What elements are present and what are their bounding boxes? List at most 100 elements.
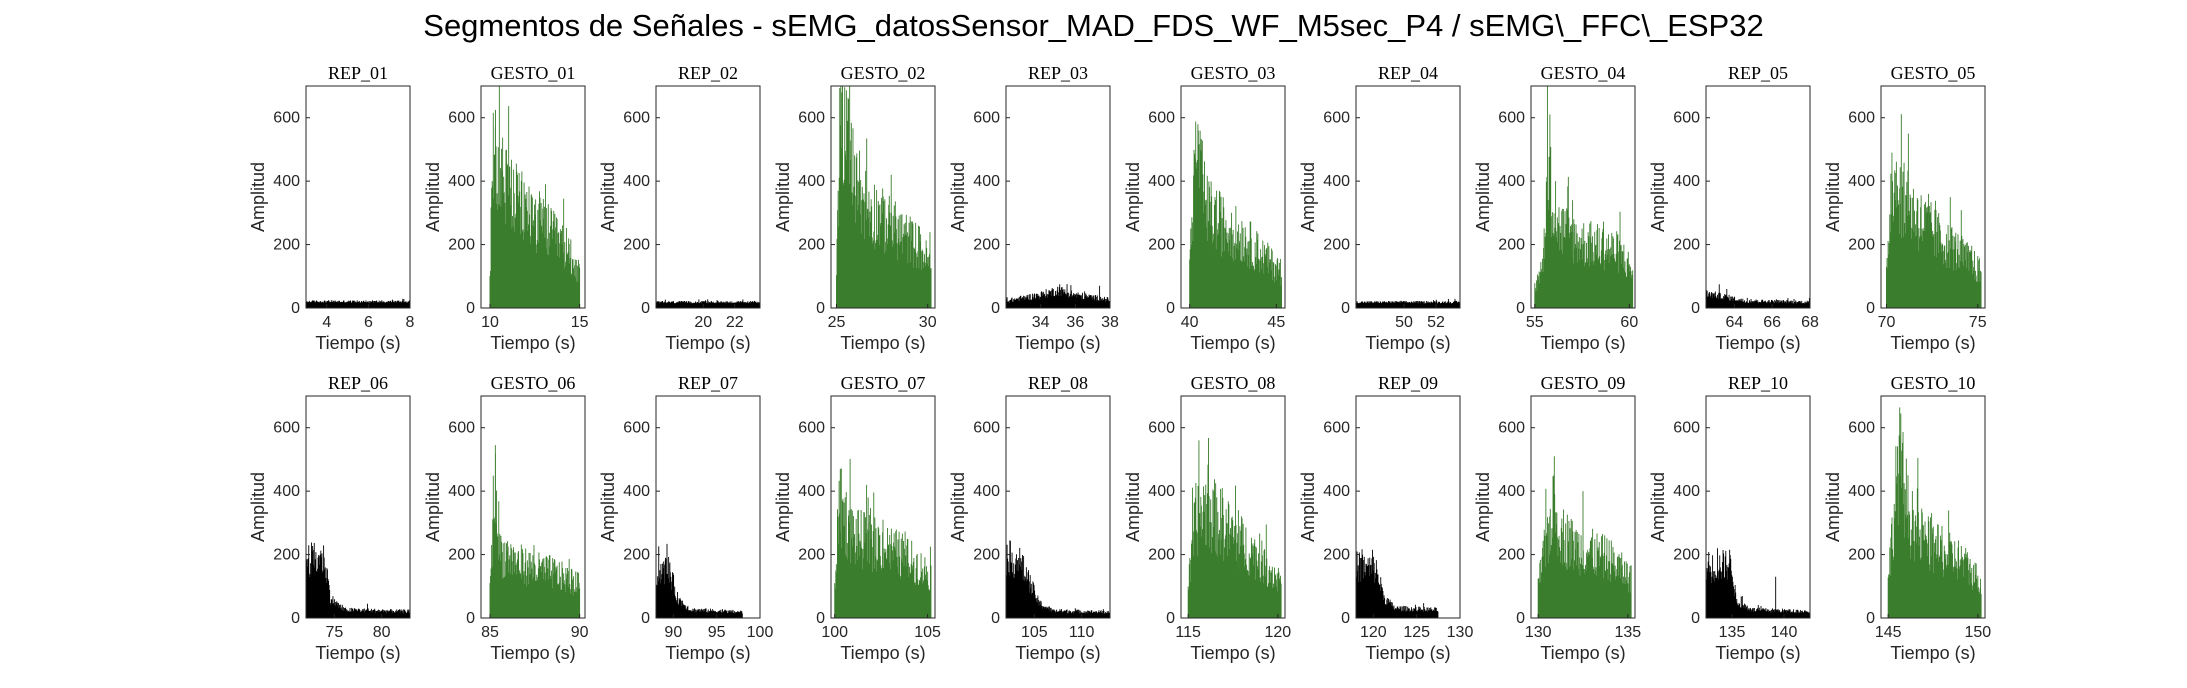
y-tick-label: 200 bbox=[623, 237, 650, 254]
subplot-gesto-03: 0 200 400 600 40 45 GESTO_03 Tiempo (s) Amplitud bbox=[1123, 63, 1286, 353]
x-axis-label: Tiempo (s) bbox=[1190, 333, 1275, 353]
panel-title: GESTO_04 bbox=[1541, 63, 1626, 83]
x-tick-label: 64 bbox=[1725, 314, 1743, 331]
axes-box bbox=[830, 85, 936, 309]
x-axis-label: Tiempo (s) bbox=[490, 643, 575, 663]
y-tick-label: 200 bbox=[798, 237, 825, 254]
x-tick-label: 15 bbox=[571, 314, 589, 331]
y-tick-label: 0 bbox=[1866, 610, 1875, 627]
y-axis-label: Amplitud bbox=[1823, 162, 1843, 232]
y-tick-label: 400 bbox=[973, 483, 1000, 500]
y-tick-label: 400 bbox=[623, 483, 650, 500]
x-tick-label: 135 bbox=[1614, 624, 1641, 641]
x-tick-label: 4 bbox=[322, 314, 331, 331]
subplot-gesto-01: 0 200 400 600 10 15 GESTO_01 Tiempo (s) Amplitud bbox=[423, 63, 589, 353]
axes-box bbox=[830, 395, 936, 619]
y-tick-label: 200 bbox=[1323, 547, 1350, 564]
axes-box bbox=[1705, 85, 1811, 309]
x-tick-label: 115 bbox=[1175, 624, 1201, 641]
x-axis-label: Tiempo (s) bbox=[315, 643, 400, 663]
signal-bars bbox=[1355, 549, 1439, 618]
y-tick-label: 0 bbox=[1866, 300, 1875, 317]
y-tick-label: 0 bbox=[1341, 610, 1350, 627]
subplot-rep-05: 0 200 400 600 64 66 68 REP_05 Tiempo (s) Amplitud bbox=[1648, 63, 1819, 353]
y-tick-label: 0 bbox=[466, 610, 475, 627]
y-tick-label: 0 bbox=[816, 300, 825, 317]
y-tick-label: 400 bbox=[1848, 173, 1875, 190]
y-tick-label: 0 bbox=[641, 300, 650, 317]
subplot-rep-09: 0 200 400 600 120 125 130 REP_09 Tiempo (s) Ampli… bbox=[1298, 373, 1473, 663]
y-tick-label: 600 bbox=[623, 110, 650, 127]
y-tick-label: 200 bbox=[1498, 237, 1525, 254]
y-axis-label: Amplitud bbox=[1123, 162, 1143, 232]
y-tick-label: 0 bbox=[1691, 300, 1700, 317]
subplot-gesto-05: 0 200 400 600 70 75 GESTO_05 Tiempo (s) Amplitud bbox=[1823, 63, 1987, 353]
subplot-rep-02: 0 200 400 600 20 22 REP_02 Tiempo (s) Amplitud bbox=[598, 63, 761, 353]
panel-title: REP_06 bbox=[328, 373, 388, 393]
y-tick-label: 200 bbox=[973, 237, 1000, 254]
x-tick-label: 60 bbox=[1620, 314, 1638, 331]
x-tick-label: 45 bbox=[1267, 314, 1285, 331]
y-tick-label: 600 bbox=[1323, 110, 1350, 127]
y-axis-label: Amplitud bbox=[948, 162, 968, 232]
y-tick-label: 0 bbox=[991, 300, 1000, 317]
x-tick-label: 25 bbox=[828, 314, 846, 331]
axes-box bbox=[1880, 395, 1986, 619]
signal-bars bbox=[1005, 284, 1111, 308]
y-tick-label: 600 bbox=[1148, 110, 1175, 127]
y-tick-label: 600 bbox=[623, 420, 650, 437]
signal-bars bbox=[305, 542, 411, 618]
y-tick-label: 600 bbox=[273, 110, 300, 127]
x-tick-label: 130 bbox=[1525, 624, 1552, 641]
x-tick-label: 68 bbox=[1801, 314, 1819, 331]
axes-box bbox=[1180, 85, 1286, 309]
x-tick-label: 120 bbox=[1264, 624, 1291, 641]
y-axis-label: Amplitud bbox=[948, 472, 968, 542]
y-tick-label: 200 bbox=[1848, 237, 1875, 254]
y-tick-label: 400 bbox=[973, 173, 1000, 190]
y-axis-label: Amplitud bbox=[1823, 472, 1843, 542]
y-axis-label: Amplitud bbox=[1648, 472, 1668, 542]
panel-title: GESTO_02 bbox=[841, 63, 926, 83]
y-tick-label: 400 bbox=[1498, 483, 1525, 500]
signal-bars bbox=[1005, 540, 1111, 618]
y-tick-label: 600 bbox=[273, 420, 300, 437]
panel-title: GESTO_07 bbox=[841, 373, 926, 393]
subplot-rep-06: 0 200 400 600 75 80 REP_06 Tiempo (s) Amplitud bbox=[248, 373, 411, 663]
x-tick-label: 90 bbox=[664, 624, 682, 641]
y-axis-label: Amplitud bbox=[773, 472, 793, 542]
subplot-gesto-04: 0 200 400 600 55 60 GESTO_04 Tiempo (s) Amplitud bbox=[1473, 63, 1638, 353]
y-tick-label: 600 bbox=[1148, 420, 1175, 437]
y-axis-label: Amplitud bbox=[1298, 162, 1318, 232]
x-tick-label: 22 bbox=[726, 314, 744, 331]
x-axis-label: Tiempo (s) bbox=[1715, 643, 1800, 663]
x-axis-label: Tiempo (s) bbox=[1015, 333, 1100, 353]
x-tick-label: 120 bbox=[1360, 624, 1387, 641]
subplot-rep-03: 0 200 400 600 34 36 38 REP_03 Tiempo (s) Amplitud bbox=[948, 63, 1119, 353]
signal-bars bbox=[1705, 284, 1811, 308]
y-tick-label: 600 bbox=[1673, 110, 1700, 127]
y-axis-label: Amplitud bbox=[248, 472, 268, 542]
x-tick-label: 140 bbox=[1771, 624, 1798, 641]
y-axis-label: Amplitud bbox=[1298, 472, 1318, 542]
y-tick-label: 600 bbox=[1323, 420, 1350, 437]
y-tick-label: 200 bbox=[623, 547, 650, 564]
y-tick-label: 200 bbox=[1148, 547, 1175, 564]
x-axis-label: Tiempo (s) bbox=[1715, 333, 1800, 353]
x-tick-label: 36 bbox=[1066, 314, 1084, 331]
signal-bars bbox=[1189, 121, 1282, 308]
x-tick-label: 95 bbox=[708, 624, 726, 641]
y-tick-label: 400 bbox=[1848, 483, 1875, 500]
subplot-gesto-06: 0 200 400 600 85 90 GESTO_06 Tiempo (s) Amplitud bbox=[423, 373, 589, 663]
x-axis-label: Tiempo (s) bbox=[1890, 333, 1975, 353]
y-tick-label: 400 bbox=[448, 483, 475, 500]
panel-title: REP_04 bbox=[1378, 63, 1438, 83]
x-tick-label: 8 bbox=[406, 314, 415, 331]
y-tick-label: 200 bbox=[448, 237, 475, 254]
y-axis-label: Amplitud bbox=[1473, 472, 1493, 542]
y-tick-label: 200 bbox=[798, 547, 825, 564]
y-tick-label: 600 bbox=[1498, 110, 1525, 127]
y-tick-label: 0 bbox=[1341, 300, 1350, 317]
panel-title: REP_03 bbox=[1028, 63, 1088, 83]
axes-box bbox=[1705, 395, 1811, 619]
